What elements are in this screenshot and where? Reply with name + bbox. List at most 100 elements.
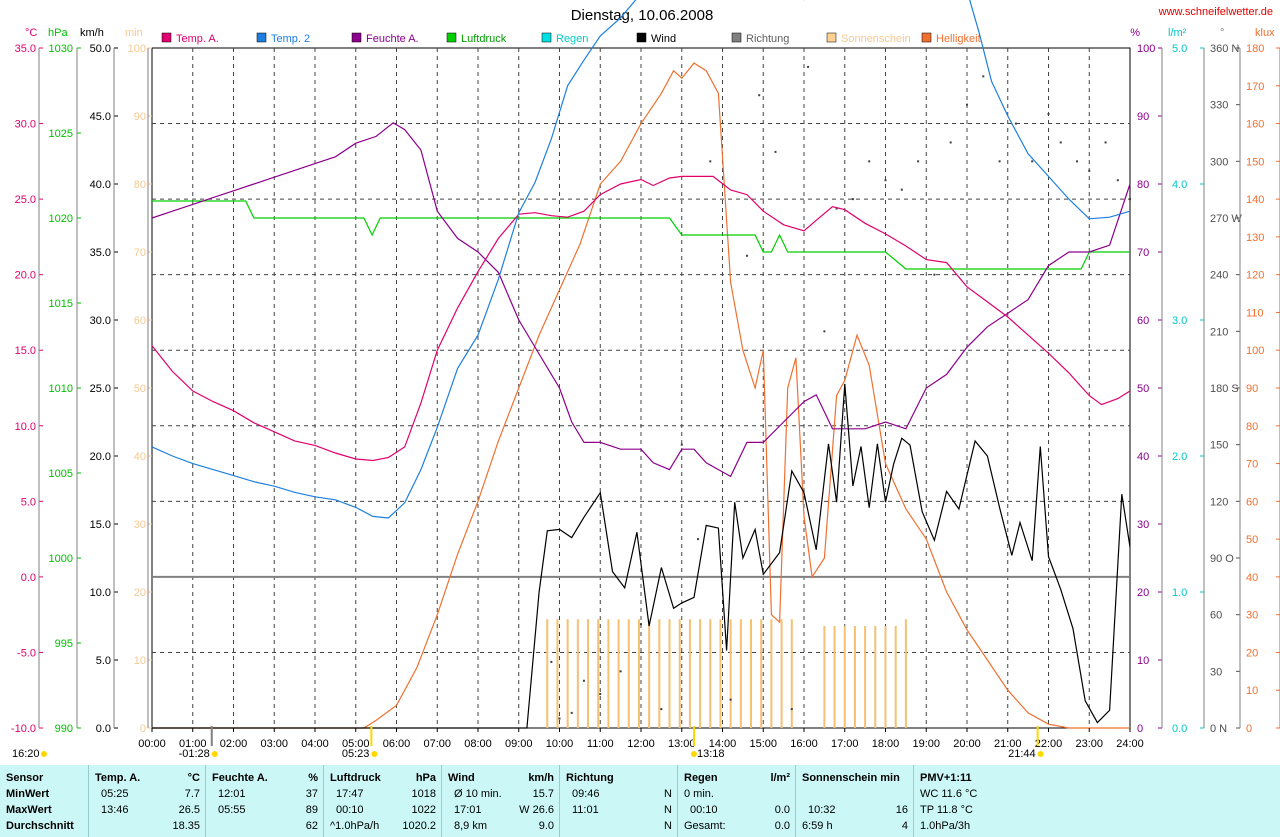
legend-swatch: [446, 32, 457, 43]
direction-point: [982, 75, 985, 78]
legend-item: Temp. 2: [256, 32, 310, 45]
direction-point: [709, 160, 712, 163]
axis-tick-label: 50: [1137, 383, 1149, 395]
axis-tick-label: 15.0: [90, 519, 111, 531]
time-tick-label: 16:00: [790, 738, 818, 750]
time-tick-label: 01:00: [179, 738, 207, 750]
time-tick-label: 17:00: [831, 738, 859, 750]
sunshine-bars: [546, 619, 907, 728]
legend-item: Richtung: [731, 32, 789, 45]
axis-tick-label: 140: [1246, 194, 1264, 206]
axis-unit-label: l/m²: [1168, 27, 1187, 39]
axis-tick-label: 90: [134, 111, 146, 123]
stats-pressure-max-time: 00:10: [336, 804, 364, 816]
legend-swatch: [541, 32, 552, 43]
axis-tick-label: 2.0: [1172, 451, 1187, 463]
time-tick-label: 12:00: [627, 738, 655, 750]
time-tick-label: 07:00: [423, 738, 451, 750]
stats-rain-unit: l/m²: [770, 772, 790, 784]
stats-temp: Temp. A. °C 05:25 7.7 13:46 26.5 18.35: [88, 765, 206, 837]
axis-unit-label: min: [125, 27, 143, 39]
stats-wind-max-time: 17:01: [454, 804, 482, 816]
axis-tick-label: 30: [1137, 519, 1149, 531]
stats-wind-head: Wind: [448, 772, 475, 784]
series-line-temp-a: [151, 175, 1131, 462]
axis-tick-label: 20.0: [15, 270, 36, 282]
direction-point: [851, 198, 854, 201]
axis-tick-label: 210: [1210, 326, 1228, 338]
axis-tick-label: 990: [55, 723, 73, 735]
stats-direction: Richtung 09:46 N 11:01 N N: [559, 765, 678, 837]
axis-tick-label: 25.0: [15, 194, 36, 206]
sunrise-label: 05:23: [342, 748, 370, 760]
moon-set-icon: [211, 751, 218, 757]
weather-chart: Dienstag, 10.06.2008 www.schneifelwetter…: [10, 0, 1280, 760]
axis-tick-label: 60: [134, 315, 146, 327]
axis-tick-label: 20.0: [90, 451, 111, 463]
direction-point: [884, 179, 887, 182]
stats-humidity-max-time: 05:55: [218, 804, 246, 816]
direction-point: [619, 670, 622, 673]
axis-unit-labels: °C hPa km/h min% l/m² ° klux: [25, 27, 1275, 39]
stats-wind-min-time: Ø 10 min.: [454, 788, 502, 800]
stats-wind-unit: km/h: [528, 772, 554, 784]
axis-tick-label: 10: [134, 655, 146, 667]
direction-point: [823, 330, 826, 333]
direction-point: [807, 65, 810, 68]
axis-tick-label: 35.0: [90, 247, 111, 259]
direction-point: [917, 160, 920, 163]
legend-swatch: [826, 32, 837, 43]
time-tick-label: 09:00: [505, 738, 533, 750]
axis-tick-label: 0.0: [21, 572, 36, 584]
axis-unit-label: hPa: [48, 27, 68, 39]
axis-tick-label: 30.0: [15, 119, 36, 131]
direction-point: [558, 717, 561, 720]
axis-tick-label: 100: [128, 43, 146, 55]
stats-humidity-head: Feuchte A.: [212, 772, 268, 784]
stats-wind: Wind km/h Ø 10 min. 15.7 17:01 W 26.6 8,…: [441, 765, 560, 837]
direction-point: [1088, 169, 1091, 172]
direction-point: [697, 538, 700, 541]
legend-swatch: [256, 32, 267, 43]
axis-tick-label: 1000: [49, 553, 73, 565]
website-link[interactable]: www.schneifelwetter.de: [1158, 6, 1273, 18]
axis-tick-label: 180: [1246, 43, 1264, 55]
axis-tick-label: 30: [1246, 610, 1258, 622]
axis-tick-label: 0.0: [1172, 723, 1187, 735]
axis-tick-label: 0: [1246, 723, 1252, 735]
direction-point: [1104, 141, 1107, 144]
direction-point: [599, 693, 602, 695]
noon-label: 13:18: [697, 748, 725, 760]
axis-tick-label: 1010: [49, 383, 73, 395]
axis-tick-label: 80: [1137, 179, 1149, 191]
time-tick-label: 13:00: [668, 738, 696, 750]
axis-tick-label: 10.0: [15, 421, 36, 433]
direction-point: [1047, 113, 1050, 116]
time-tick-label: 03:00: [260, 738, 288, 750]
axis-tick-label: 1030: [49, 43, 73, 55]
direction-point: [1129, 198, 1131, 201]
stats-wind-max-val: W 26.6: [519, 804, 554, 816]
legend-item: Regen: [541, 32, 588, 45]
stats-pressure-avg: 1020.2: [402, 820, 436, 832]
stats-sunshine: Sonnenschein min 10:32 16 6:59 h 4: [795, 765, 914, 837]
axis-unit-label: %: [1130, 27, 1140, 39]
axis-tick-label: 50: [134, 383, 146, 395]
axis-tick-label: 5.0: [21, 496, 36, 508]
direction-point: [933, 273, 936, 276]
axis-unit-label: °: [1220, 27, 1224, 39]
axis-tick-label: 1020: [49, 213, 73, 225]
stats-pressure-unit: hPa: [415, 772, 436, 784]
stats-sunshine-avg: 4: [901, 820, 908, 832]
right-axes: 10090807060504030201005.04.03.02.01.00.0…: [1137, 43, 1280, 735]
axis-tick-label: 130: [1246, 232, 1264, 244]
axis-tick-label: 60: [1137, 315, 1149, 327]
axis-tick-label: 70: [1246, 459, 1258, 471]
direction-point: [582, 679, 585, 682]
axis-unit-label: km/h: [80, 27, 104, 39]
axis-tick-label: 90 O: [1210, 553, 1234, 565]
axis-tick-label: 70: [1137, 247, 1149, 259]
legend-item: Temp. A.: [161, 32, 219, 45]
stats-humidity-min-time: 12:01: [218, 788, 246, 800]
sunrise-icon: [371, 751, 378, 757]
